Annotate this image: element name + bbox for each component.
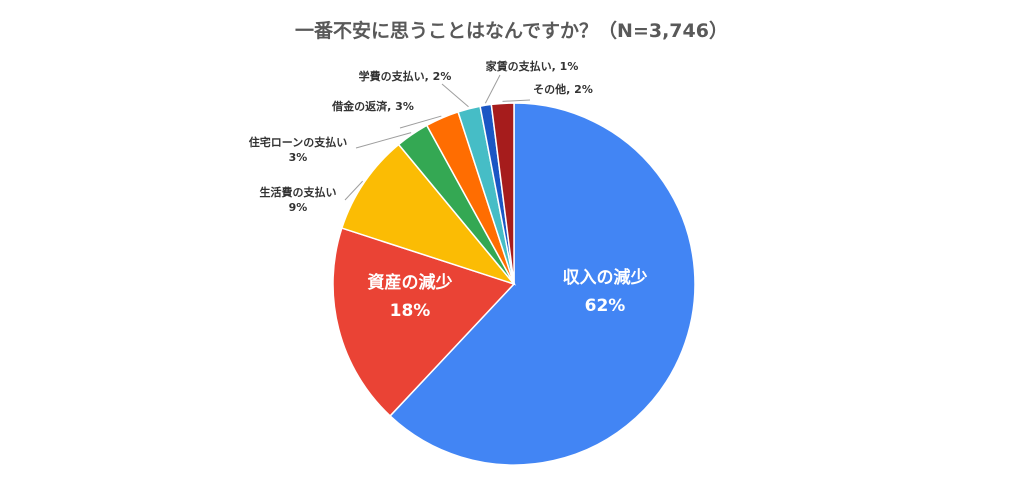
slice-name-label: 資産の減少 bbox=[368, 272, 453, 293]
leader-line bbox=[441, 83, 469, 108]
chart-title: 一番不安に思うことはなんですか？（N=3,746） bbox=[295, 20, 728, 42]
pie-slice bbox=[340, 143, 517, 286]
leader-line bbox=[399, 115, 442, 129]
slice-value-label: 18% bbox=[390, 301, 431, 321]
slice-label: 借金の返済, 3% bbox=[331, 99, 414, 113]
slice-name-label: 住宅ローンの支払い bbox=[249, 135, 347, 149]
slice-label: 学費の支払い, 2% bbox=[359, 69, 452, 83]
slice-name-label: 収入の減少 bbox=[563, 267, 648, 288]
leader-line bbox=[355, 132, 412, 149]
slice-value-label: 3% bbox=[289, 151, 308, 164]
pie-slice bbox=[389, 102, 696, 466]
slice-value-label: 9% bbox=[289, 201, 308, 214]
slice-label: その他, 2% bbox=[533, 82, 593, 96]
slice-value-label: 62% bbox=[585, 296, 626, 316]
leader-line bbox=[484, 74, 501, 104]
slice-name-label: 生活費の支払い bbox=[260, 185, 337, 199]
slice-label: 家賃の支払い, 1% bbox=[486, 59, 579, 73]
pie-slice bbox=[490, 102, 515, 285]
pie-slice bbox=[332, 227, 516, 418]
leader-line bbox=[502, 99, 531, 102]
leader-line bbox=[344, 180, 364, 201]
